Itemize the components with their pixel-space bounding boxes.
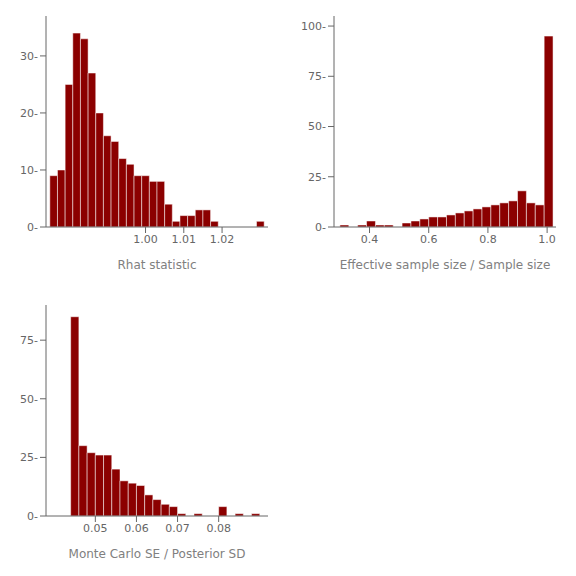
svg-text:0.6: 0.6 — [420, 233, 438, 246]
svg-text:50-: 50- — [20, 393, 38, 406]
svg-text:75-: 75- — [20, 334, 38, 347]
svg-text:20-: 20- — [20, 107, 38, 120]
svg-text:Effective sample size / Sample: Effective sample size / Sample size — [340, 258, 551, 272]
svg-text:0.8: 0.8 — [479, 233, 497, 246]
svg-text:30-: 30- — [20, 50, 38, 63]
svg-text:10-: 10- — [20, 164, 38, 177]
svg-text:25-: 25- — [308, 171, 326, 184]
svg-text:Monte Carlo SE / Posterior SD: Monte Carlo SE / Posterior SD — [69, 547, 246, 561]
svg-text:100-: 100- — [301, 20, 326, 33]
svg-text:0.05: 0.05 — [83, 522, 108, 535]
svg-text:0-: 0- — [27, 510, 38, 523]
svg-text:1.02: 1.02 — [210, 233, 235, 246]
svg-text:1.0: 1.0 — [538, 233, 556, 246]
svg-text:1.01: 1.01 — [172, 233, 197, 246]
svg-text:0.08: 0.08 — [206, 522, 231, 535]
svg-text:0-: 0- — [27, 221, 38, 234]
svg-text:0.4: 0.4 — [361, 233, 379, 246]
svg-text:50-: 50- — [308, 120, 326, 133]
svg-text:25-: 25- — [20, 451, 38, 464]
svg-text:0-: 0- — [315, 221, 326, 234]
svg-text:1.00: 1.00 — [133, 233, 158, 246]
svg-text:0.07: 0.07 — [165, 522, 190, 535]
svg-text:0.06: 0.06 — [124, 522, 149, 535]
svg-text:75-: 75- — [308, 70, 326, 83]
svg-text:Rhat statistic: Rhat statistic — [117, 258, 196, 272]
